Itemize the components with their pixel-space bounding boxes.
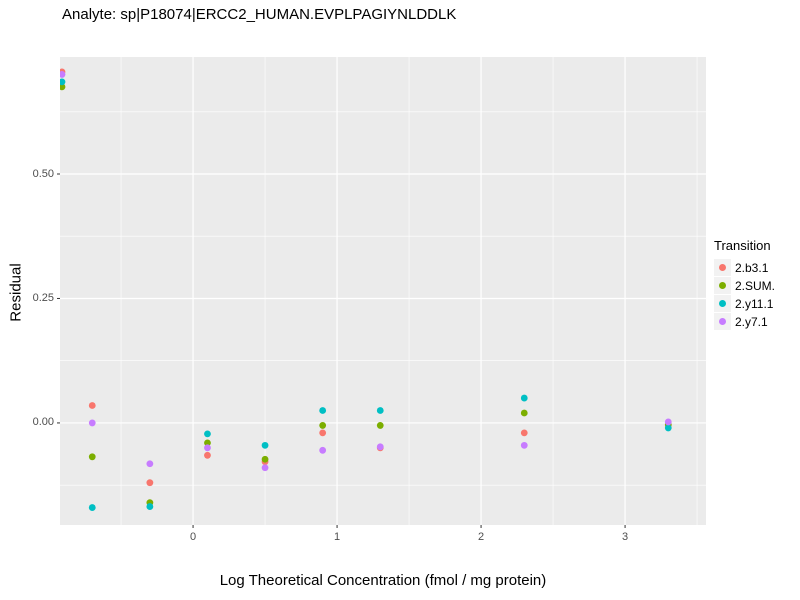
legend-items: 2.b3.1 2.SUM. 2.y11.1 2.y7.1 bbox=[714, 259, 775, 330]
point-2.SUM. bbox=[88, 453, 96, 461]
point-2.b3.1 bbox=[146, 479, 154, 487]
legend-swatch-icon bbox=[719, 282, 726, 289]
x-axis-title: Log Theoretical Concentration (fmol / mg… bbox=[219, 572, 547, 589]
point-2.y11.1 bbox=[319, 407, 327, 414]
point-2.y7.1 bbox=[146, 460, 154, 468]
x-tick-label: 1 bbox=[334, 531, 341, 543]
point-2.y11.1 bbox=[261, 441, 269, 449]
point-2.y7.1 bbox=[88, 419, 96, 427]
legend-item: 2.y11.1 bbox=[714, 295, 775, 312]
legend-key bbox=[714, 313, 731, 330]
legend-swatch-icon bbox=[719, 264, 726, 271]
point-2.b3.1 bbox=[319, 429, 327, 437]
point-2.b3.1 bbox=[520, 429, 528, 437]
y-tick-label: 0.50 bbox=[32, 167, 54, 180]
legend-label: 2.y7.1 bbox=[735, 314, 768, 329]
legend-key bbox=[714, 295, 731, 312]
point-2.y11.1 bbox=[520, 394, 528, 402]
legend-item: 2.b3.1 bbox=[714, 259, 775, 276]
point-2.y7.1 bbox=[376, 443, 384, 451]
point-2.b3.1 bbox=[88, 402, 96, 409]
legend-key bbox=[714, 259, 731, 276]
point-2.SUM. bbox=[261, 455, 269, 463]
point-2.y11.1 bbox=[88, 504, 96, 511]
point-2.SUM. bbox=[204, 439, 211, 447]
legend-label: 2.y11.1 bbox=[735, 296, 774, 311]
legend-label: 2.b3.1 bbox=[735, 260, 769, 275]
plot-title: Analyte: sp|P18074|ERCC2_HUMAN.EVPLPAGIY… bbox=[62, 6, 457, 23]
legend-swatch-icon bbox=[719, 300, 726, 307]
point-2.y7.1 bbox=[204, 444, 211, 452]
y-tick-label: 0.25 bbox=[32, 291, 54, 304]
point-2.y7.1 bbox=[319, 446, 327, 454]
x-tick-label: 0 bbox=[189, 531, 197, 543]
point-2.b3.1 bbox=[204, 451, 211, 459]
point-2.y11.1 bbox=[376, 407, 384, 414]
point-2.y7.1 bbox=[520, 441, 528, 449]
y-tick-label: 0.00 bbox=[32, 416, 54, 429]
point-2.SUM. bbox=[319, 422, 327, 429]
point-2.y11.1 bbox=[664, 424, 672, 432]
point-2.y11.1 bbox=[146, 503, 154, 510]
point-2.y7.1 bbox=[60, 71, 66, 78]
legend-item: 2.SUM. bbox=[714, 277, 775, 294]
point-2.y11.1 bbox=[60, 78, 66, 86]
data-points bbox=[60, 68, 672, 511]
point-2.SUM. bbox=[376, 422, 384, 429]
legend-label: 2.SUM. bbox=[735, 278, 776, 293]
point-2.y7.1 bbox=[664, 418, 672, 426]
legend-item: 2.y7.1 bbox=[714, 313, 775, 330]
x-tick-label: 3 bbox=[622, 531, 629, 543]
point-2.y11.1 bbox=[204, 430, 211, 438]
legend-title: Transition bbox=[714, 238, 771, 253]
legend: Transition 2.b3.1 2.SUM. 2.y11.1 2.y7.1 bbox=[714, 238, 775, 331]
x-tick-label: 2 bbox=[478, 531, 485, 543]
point-2.y7.1 bbox=[261, 464, 269, 472]
legend-key bbox=[714, 277, 731, 294]
point-2.SUM. bbox=[520, 409, 528, 417]
legend-swatch-icon bbox=[719, 318, 726, 325]
plot-panel bbox=[60, 57, 706, 525]
